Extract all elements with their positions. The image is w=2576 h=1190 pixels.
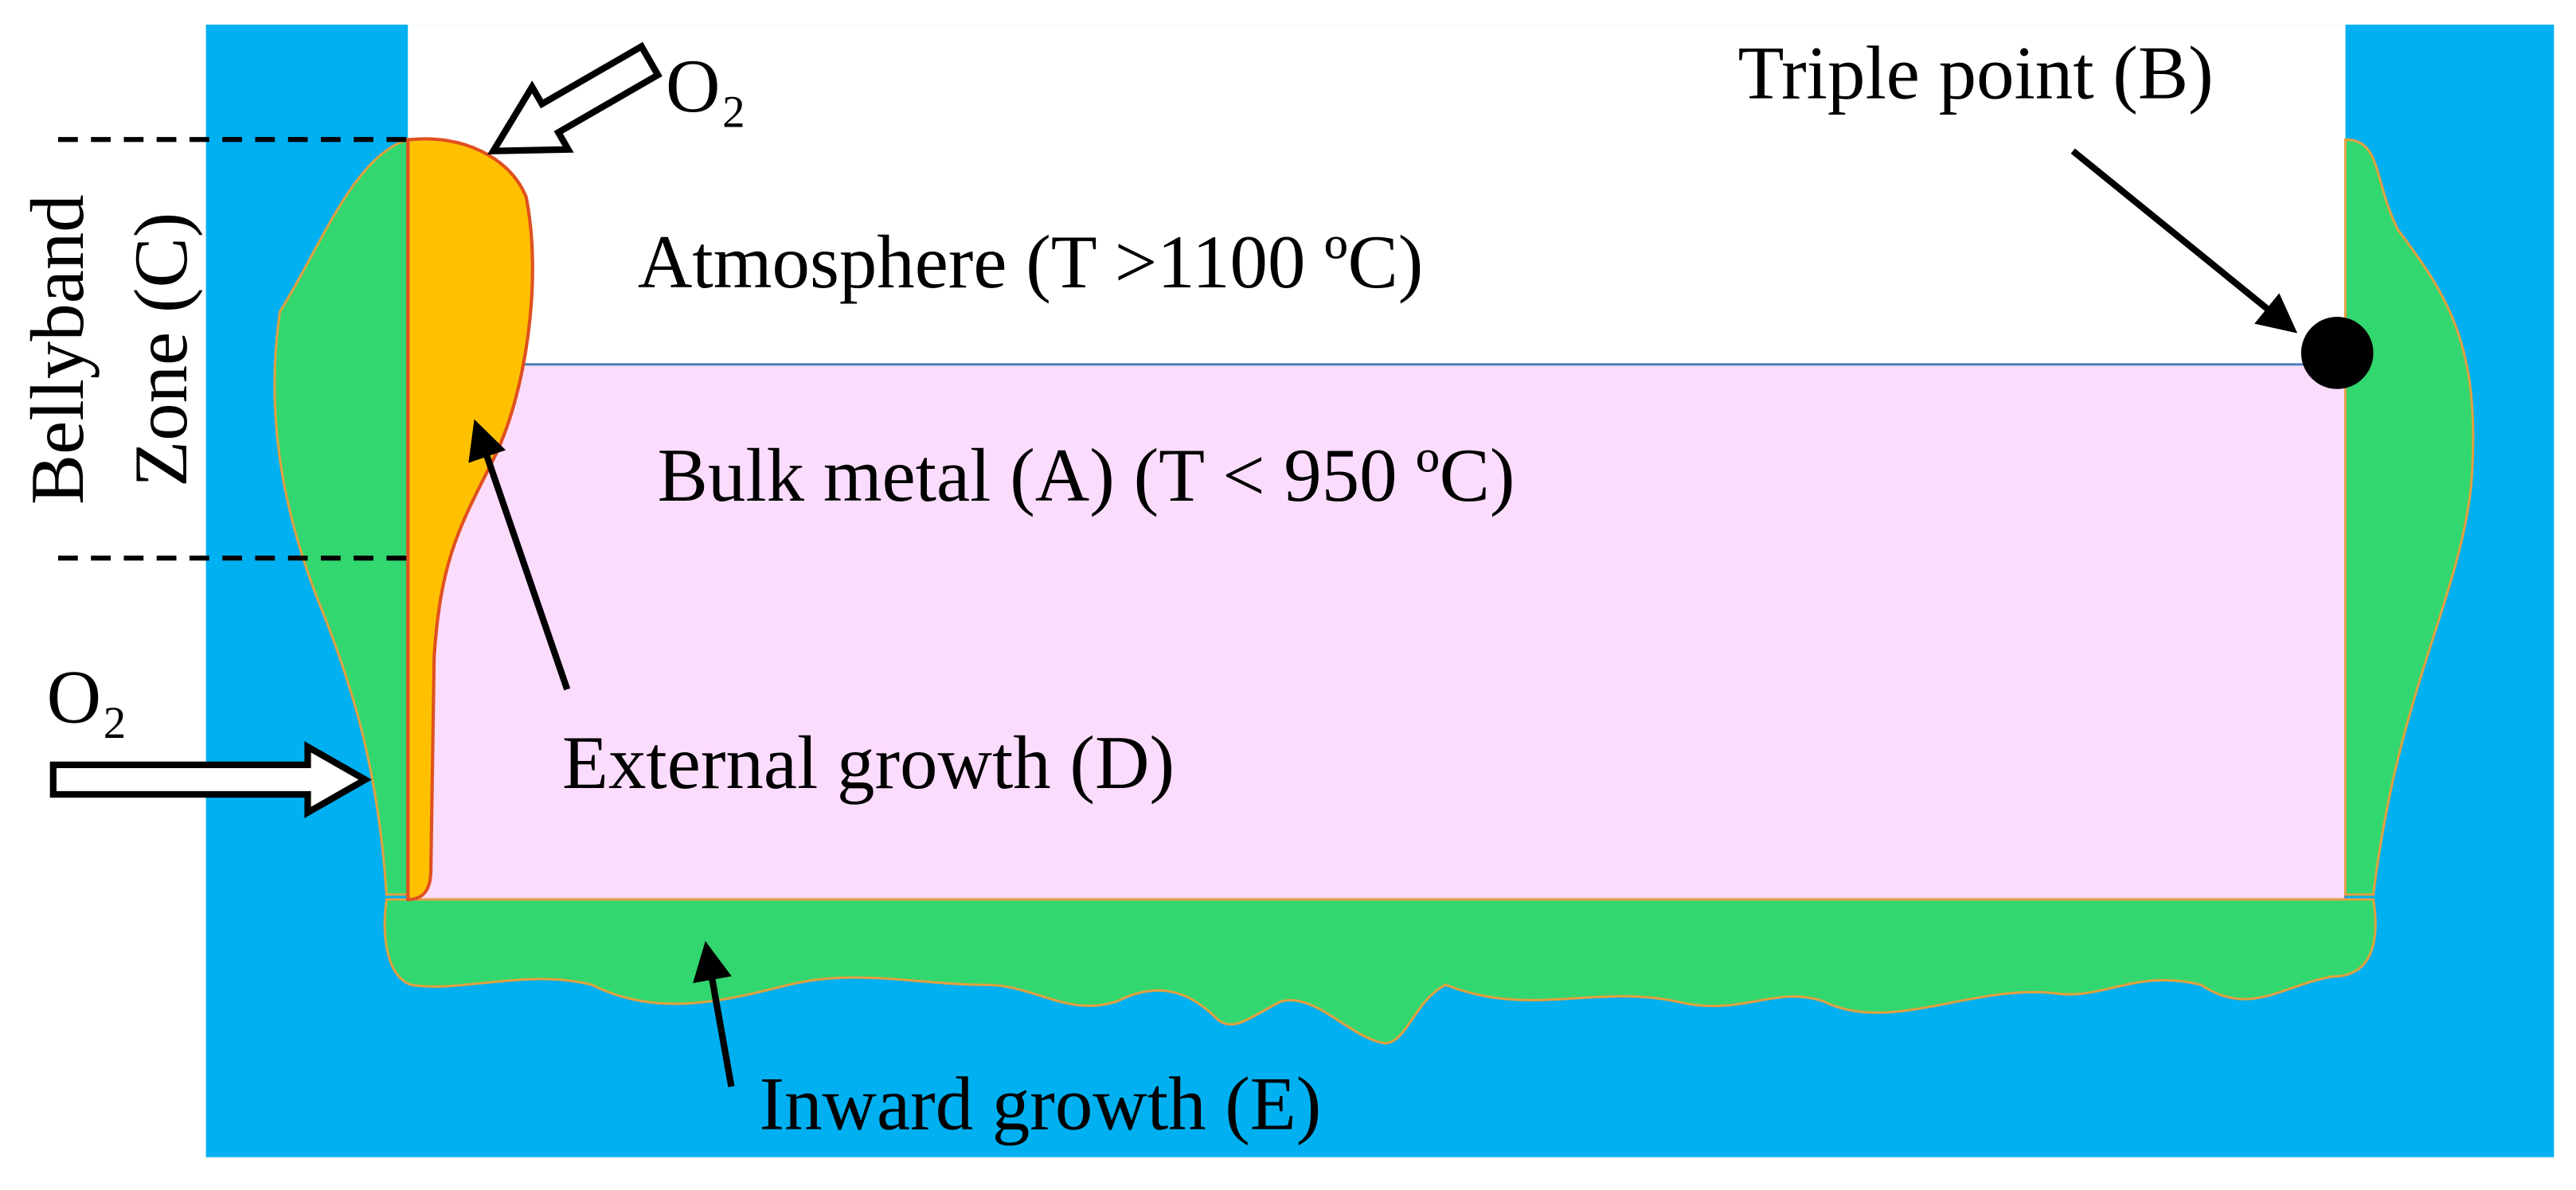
bottom-oxide [383,898,2377,1045]
atmosphere-region [408,24,2346,365]
bulk-metal-region [406,363,2347,901]
oxygen-arrow [487,41,663,154]
pointer-arrow [2070,148,2298,334]
right-oxide [2343,138,2475,896]
bulk-metal-label: Bulk metal (A) (T < 950 ºC) [658,433,1515,517]
triple-point-marker [2300,316,2374,389]
zone-label: Bellyband [15,194,100,505]
inward-growth-label: Inward growth (E) [760,1062,1322,1146]
triple-point-label: Triple point (B) [1738,31,2214,115]
oxygen-arrow [49,741,372,818]
oxygen-label: O₂ [666,44,747,128]
oxygen-label: O₂ [47,654,128,739]
pointer-arrow [693,941,735,1087]
pointer-arrow [468,419,571,691]
zone-label: Zone (C) [119,213,203,487]
atmosphere-label: Atmosphere (T >1100 ºC) [638,220,1423,304]
left-oxide [273,138,409,896]
external-growth-label: External growth (D) [562,720,1175,805]
